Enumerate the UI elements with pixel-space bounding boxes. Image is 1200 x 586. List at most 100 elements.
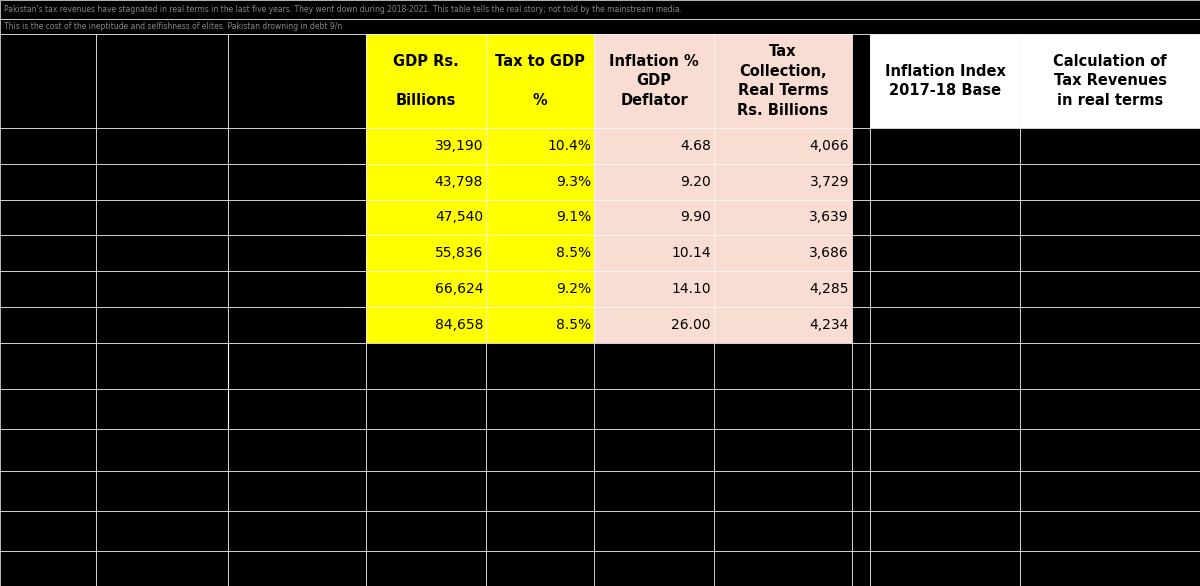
Bar xyxy=(1020,307,1200,343)
Text: 4,285: 4,285 xyxy=(810,282,850,297)
Text: 10.4%: 10.4% xyxy=(547,139,592,153)
Bar xyxy=(366,343,486,389)
Bar xyxy=(870,343,1020,389)
Bar xyxy=(228,471,366,511)
Bar xyxy=(366,307,486,343)
Bar xyxy=(1020,128,1200,163)
Bar xyxy=(228,199,366,236)
Bar xyxy=(1020,163,1200,199)
Bar xyxy=(486,511,594,551)
Bar xyxy=(486,163,594,199)
Text: 4,066: 4,066 xyxy=(809,139,850,153)
Text: 3,686: 3,686 xyxy=(809,246,850,260)
Bar xyxy=(714,551,852,586)
Bar xyxy=(228,128,366,163)
Bar xyxy=(714,471,852,511)
Bar xyxy=(870,471,1020,511)
Text: 66,624: 66,624 xyxy=(434,282,482,297)
Bar xyxy=(228,34,366,128)
Bar xyxy=(228,389,366,429)
Bar xyxy=(594,128,714,163)
Bar xyxy=(870,163,1020,199)
Bar xyxy=(486,343,594,389)
Bar xyxy=(486,236,594,271)
Bar xyxy=(852,163,870,199)
Bar xyxy=(486,471,594,511)
Bar xyxy=(366,429,486,471)
Bar xyxy=(714,271,852,307)
Bar xyxy=(366,199,486,236)
Bar xyxy=(0,128,96,163)
Bar xyxy=(0,389,96,429)
Text: 47,540: 47,540 xyxy=(434,210,482,224)
Bar xyxy=(228,429,366,471)
Text: 8.5%: 8.5% xyxy=(556,318,592,332)
Bar xyxy=(1020,551,1200,586)
Bar xyxy=(96,128,228,163)
Bar xyxy=(1020,271,1200,307)
Bar xyxy=(852,551,870,586)
Bar xyxy=(1020,471,1200,511)
Bar xyxy=(0,199,96,236)
Bar xyxy=(1020,236,1200,271)
Text: 3,639: 3,639 xyxy=(809,210,850,224)
Text: Inflation Index
2017-18 Base: Inflation Index 2017-18 Base xyxy=(884,63,1006,98)
Text: 55,836: 55,836 xyxy=(434,246,482,260)
Text: Tax to GDP

%: Tax to GDP % xyxy=(496,54,584,108)
Bar xyxy=(594,343,714,389)
Bar xyxy=(486,128,594,163)
Bar xyxy=(366,163,486,199)
Bar xyxy=(0,271,96,307)
Bar xyxy=(96,429,228,471)
Bar xyxy=(852,307,870,343)
Bar xyxy=(486,199,594,236)
Bar xyxy=(594,34,714,128)
Bar xyxy=(0,471,96,511)
Bar xyxy=(96,343,228,389)
Bar xyxy=(714,307,852,343)
Text: 10.14: 10.14 xyxy=(671,246,710,260)
Bar xyxy=(366,34,486,128)
Bar xyxy=(228,551,366,586)
Bar xyxy=(96,551,228,586)
Bar xyxy=(870,271,1020,307)
Bar xyxy=(228,271,366,307)
Bar xyxy=(486,307,594,343)
Bar xyxy=(594,199,714,236)
Bar xyxy=(228,511,366,551)
Bar xyxy=(852,389,870,429)
Bar xyxy=(366,128,486,163)
Bar xyxy=(852,429,870,471)
Bar xyxy=(870,236,1020,271)
Bar xyxy=(870,307,1020,343)
Bar xyxy=(0,551,96,586)
Text: 39,190: 39,190 xyxy=(434,139,482,153)
Text: 9.2%: 9.2% xyxy=(556,282,592,297)
Bar xyxy=(486,429,594,471)
Bar xyxy=(96,389,228,429)
Bar xyxy=(870,128,1020,163)
Bar xyxy=(96,236,228,271)
Bar xyxy=(852,511,870,551)
Bar xyxy=(594,429,714,471)
Bar xyxy=(366,511,486,551)
Text: 9.3%: 9.3% xyxy=(556,175,592,189)
Bar xyxy=(0,163,96,199)
Text: 3,729: 3,729 xyxy=(810,175,850,189)
Text: Calculation of
Tax Revenues
in real terms: Calculation of Tax Revenues in real term… xyxy=(1054,54,1166,108)
Bar xyxy=(486,389,594,429)
Bar xyxy=(228,236,366,271)
Bar xyxy=(0,19,1200,34)
Bar xyxy=(486,34,594,128)
Bar xyxy=(96,199,228,236)
Text: 43,798: 43,798 xyxy=(434,175,482,189)
Bar xyxy=(0,511,96,551)
Text: Pakistan's tax revenues have stagnated in real terms in the last five years. The: Pakistan's tax revenues have stagnated i… xyxy=(4,5,682,14)
Bar xyxy=(852,471,870,511)
Bar xyxy=(366,551,486,586)
Bar xyxy=(96,471,228,511)
Bar xyxy=(852,343,870,389)
Bar xyxy=(870,199,1020,236)
Bar xyxy=(96,511,228,551)
Bar xyxy=(0,343,96,389)
